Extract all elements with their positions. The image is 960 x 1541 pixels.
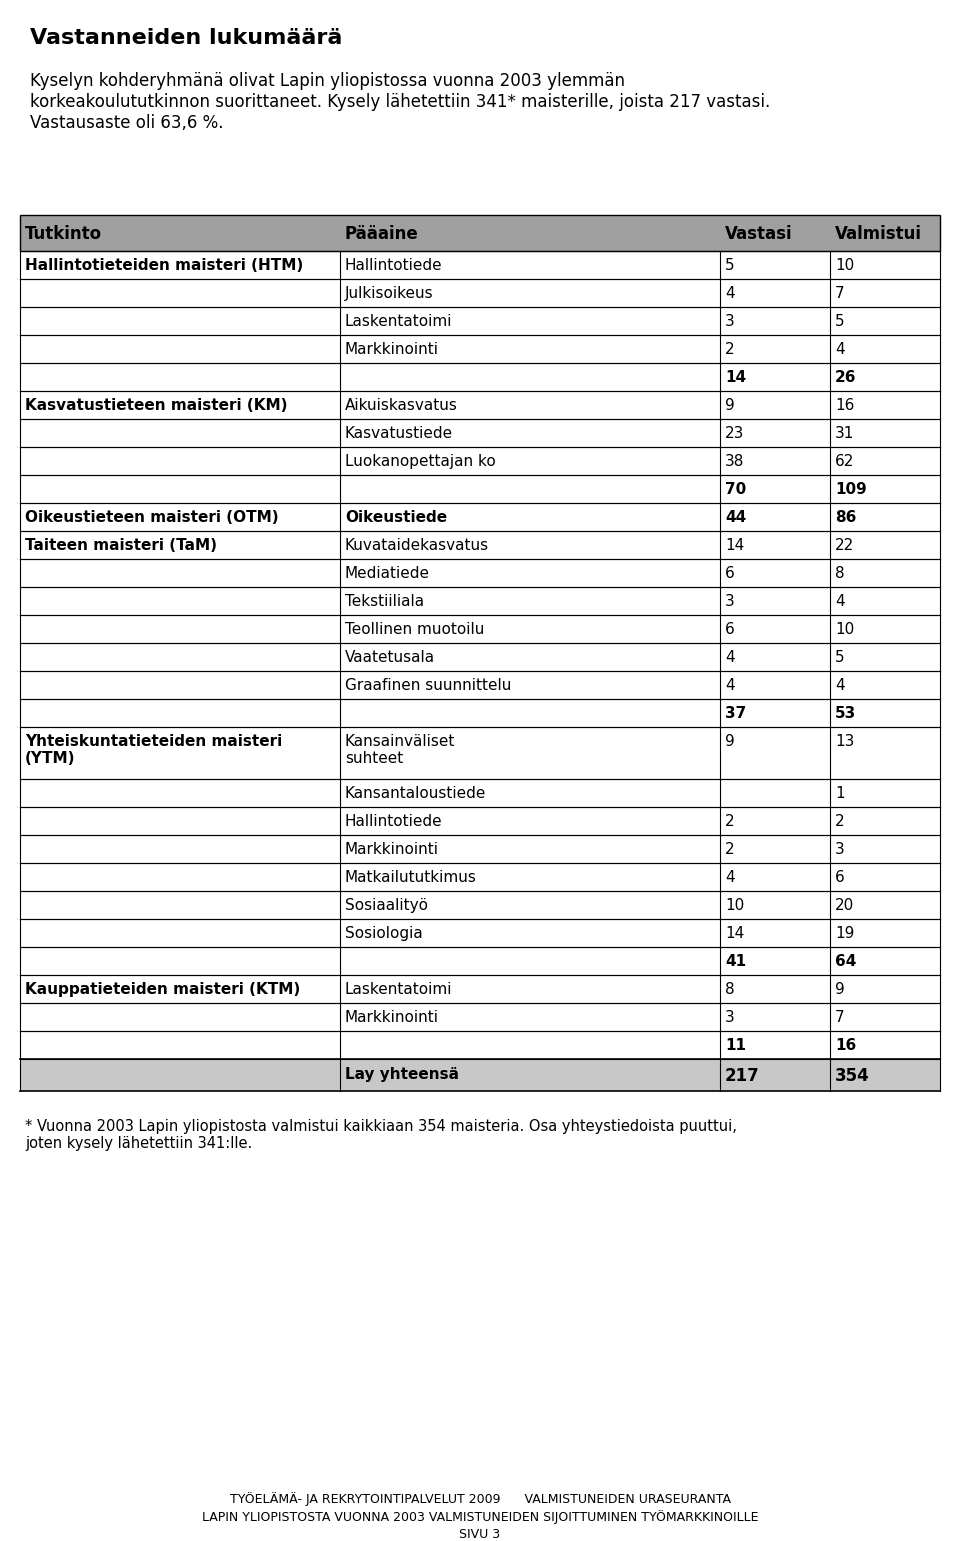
Text: 2: 2 [725,342,734,358]
Bar [20,1059,940,1091]
Text: 1: 1 [835,786,845,801]
Text: Mediatiede: Mediatiede [345,566,430,581]
Text: 13: 13 [835,734,854,749]
Text: Kasvatustiede: Kasvatustiede [345,425,453,441]
Text: Taiteen maisteri (TaM): Taiteen maisteri (TaM) [25,538,217,553]
Text: 37: 37 [725,706,746,721]
Text: 26: 26 [835,370,856,385]
Bar [20,216,940,251]
Text: 6: 6 [835,871,845,885]
Text: 4: 4 [725,650,734,666]
Text: 4: 4 [835,678,845,693]
Text: Vaatetusala: Vaatetusala [345,650,435,666]
Text: 6: 6 [725,566,734,581]
Text: 70: 70 [725,482,746,498]
Text: 14: 14 [725,370,746,385]
Text: 11: 11 [725,1039,746,1053]
Text: Hallintotieteiden maisteri (HTM): Hallintotieteiden maisteri (HTM) [25,257,303,273]
Text: 38: 38 [725,455,744,468]
Text: 4: 4 [725,287,734,300]
Text: Kasvatustieteen maisteri (KM): Kasvatustieteen maisteri (KM) [25,398,287,413]
Text: Hallintotiede: Hallintotiede [345,814,443,829]
Text: 4: 4 [835,593,845,609]
Text: Oikeustieteen maisteri (OTM): Oikeustieteen maisteri (OTM) [25,510,278,525]
Text: 23: 23 [725,425,744,441]
Text: Graafinen suunnittelu: Graafinen suunnittelu [345,678,512,693]
Text: Tekstiiliala: Tekstiiliala [345,593,424,609]
Text: Aikuiskasvatus: Aikuiskasvatus [345,398,458,413]
Text: 10: 10 [835,257,854,273]
Text: LAPIN YLIOPISTOSTA VUONNA 2003 VALMISTUNEIDEN SIJOITTUMINEN TYÖMARKKINOILLE: LAPIN YLIOPISTOSTA VUONNA 2003 VALMISTUN… [202,1510,758,1524]
Text: 3: 3 [725,593,734,609]
Text: 109: 109 [835,482,867,498]
Text: Vastanneiden lukumäärä: Vastanneiden lukumäärä [30,28,343,48]
Text: TYÖELÄMÄ- JA REKRYTOINTIPALVELUT 2009      VALMISTUNEIDEN URASEURANTA: TYÖELÄMÄ- JA REKRYTOINTIPALVELUT 2009 VA… [229,1492,731,1506]
Text: 31: 31 [835,425,854,441]
Text: Markkinointi: Markkinointi [345,342,439,358]
Text: 64: 64 [835,954,856,969]
Text: Matkailututkimus: Matkailututkimus [345,871,477,885]
Text: 9: 9 [725,734,734,749]
Text: 14: 14 [725,538,744,553]
Text: 7: 7 [835,287,845,300]
Text: 4: 4 [835,342,845,358]
Text: 9: 9 [835,982,845,997]
Text: 10: 10 [725,898,744,912]
Text: 14: 14 [725,926,744,942]
Text: 2: 2 [725,814,734,829]
Text: 86: 86 [835,510,856,525]
Text: 5: 5 [835,650,845,666]
Text: Kansainväliset
suhteet: Kansainväliset suhteet [345,734,455,766]
Text: 9: 9 [725,398,734,413]
Text: 3: 3 [725,1009,734,1025]
Text: Markkinointi: Markkinointi [345,1009,439,1025]
Text: Teollinen muotoilu: Teollinen muotoilu [345,623,485,636]
Text: 2: 2 [835,814,845,829]
Text: Kyselyn kohderyhmänä olivat Lapin yliopistossa vuonna 2003 ylemmän
korkeakoulutu: Kyselyn kohderyhmänä olivat Lapin yliopi… [30,72,770,131]
Text: Pääaine: Pääaine [345,225,419,243]
Text: Tutkinto: Tutkinto [25,225,102,243]
Text: 217: 217 [725,1066,759,1085]
Text: 5: 5 [725,257,734,273]
Text: 53: 53 [835,706,856,721]
Text: 20: 20 [835,898,854,912]
Text: 41: 41 [725,954,746,969]
Text: Sosiologia: Sosiologia [345,926,422,942]
Text: * Vuonna 2003 Lapin yliopistosta valmistui kaikkiaan 354 maisteria. Osa yhteysti: * Vuonna 2003 Lapin yliopistosta valmist… [25,1119,737,1151]
Text: 4: 4 [725,678,734,693]
Text: Vastasi: Vastasi [725,225,793,243]
Text: Kauppatieteiden maisteri (KTM): Kauppatieteiden maisteri (KTM) [25,982,300,997]
Text: Sosiaalityö: Sosiaalityö [345,898,428,912]
Text: Lay yhteensä: Lay yhteensä [345,1066,459,1082]
Text: Markkinointi: Markkinointi [345,841,439,857]
Text: 5: 5 [835,314,845,328]
Text: Luokanopettajan ko: Luokanopettajan ko [345,455,495,468]
Text: 44: 44 [725,510,746,525]
Text: Hallintotiede: Hallintotiede [345,257,443,273]
Text: Kuvataidekasvatus: Kuvataidekasvatus [345,538,490,553]
Text: Yhteiskuntatieteiden maisteri
(YTM): Yhteiskuntatieteiden maisteri (YTM) [25,734,282,766]
Text: 62: 62 [835,455,854,468]
Text: Oikeustiede: Oikeustiede [345,510,447,525]
Text: 22: 22 [835,538,854,553]
Text: 7: 7 [835,1009,845,1025]
Text: 4: 4 [725,871,734,885]
Text: 16: 16 [835,398,854,413]
Text: 10: 10 [835,623,854,636]
Text: Kansantaloustiede: Kansantaloustiede [345,786,487,801]
Text: 3: 3 [835,841,845,857]
Text: Valmistui: Valmistui [835,225,922,243]
Text: Laskentatoimi: Laskentatoimi [345,314,452,328]
Text: 354: 354 [835,1066,870,1085]
Text: Laskentatoimi: Laskentatoimi [345,982,452,997]
Text: SIVU 3: SIVU 3 [460,1529,500,1541]
Text: Julkisoikeus: Julkisoikeus [345,287,434,300]
Text: 2: 2 [725,841,734,857]
Text: 8: 8 [835,566,845,581]
Text: 19: 19 [835,926,854,942]
Text: 3: 3 [725,314,734,328]
Text: 8: 8 [725,982,734,997]
Text: 6: 6 [725,623,734,636]
Text: 16: 16 [835,1039,856,1053]
